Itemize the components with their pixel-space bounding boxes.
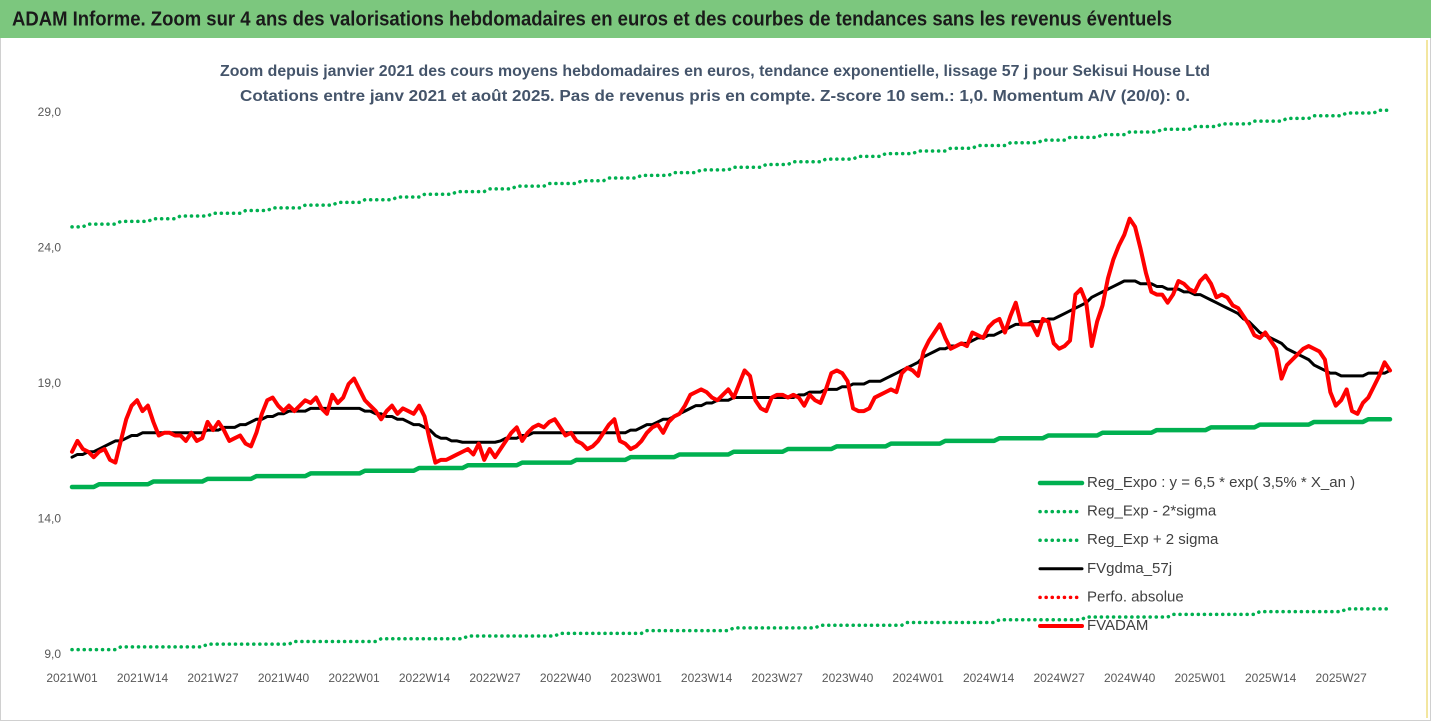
x-tick-label: 2024W14 — [963, 671, 1015, 685]
y-tick-label: 9,0 — [44, 647, 61, 661]
x-tick-label: 2021W14 — [117, 671, 169, 685]
series-line — [69, 416, 1393, 490]
x-tick-label: 2021W40 — [258, 671, 310, 685]
x-tick-label: 2023W14 — [681, 671, 733, 685]
x-tick-label: 2025W01 — [1174, 671, 1226, 685]
series-line — [70, 108, 1392, 229]
y-tick-label: 29,0 — [38, 105, 62, 119]
legend-label: Reg_Exp + 2 sigma — [1087, 531, 1219, 548]
x-tick-label: 2022W01 — [328, 671, 380, 685]
legend-label: FVgdma_57j — [1087, 560, 1172, 577]
y-tick-label: 14,0 — [38, 512, 62, 526]
x-tick-label: 2023W01 — [610, 671, 662, 685]
chart-subtitle: Cotations entre janv 2021 et août 2025. … — [240, 88, 1190, 105]
series-line — [70, 216, 1392, 465]
x-tick-label: 2024W27 — [1033, 671, 1085, 685]
x-tick-label: 2022W14 — [399, 671, 451, 685]
x-tick-label: 2022W27 — [469, 671, 521, 685]
y-tick-label: 24,0 — [38, 241, 62, 255]
x-tick-label: 2021W27 — [187, 671, 239, 685]
chart-title: Zoom depuis janvier 2021 des cours moyen… — [220, 63, 1210, 80]
x-tick-label: 2023W27 — [751, 671, 803, 685]
legend-label: Perfo. absolue — [1087, 588, 1184, 605]
x-tick-label: 2022W40 — [540, 671, 592, 685]
x-tick-label: 2025W27 — [1315, 671, 1367, 685]
series-line — [70, 607, 1392, 652]
header-title: ADAM Informe. Zoom sur 4 ans des valoris… — [12, 8, 1172, 30]
x-tick-label: 2025W14 — [1245, 671, 1297, 685]
x-tick-label: 2024W40 — [1104, 671, 1156, 685]
legend-label: Reg_Expo : y = 6,5 * exp( 3,5% * X_an ) — [1087, 474, 1355, 491]
x-tick-label: 2023W40 — [822, 671, 874, 685]
header-band — [0, 0, 1431, 38]
legend-label: Reg_Exp - 2*sigma — [1087, 503, 1217, 520]
x-tick-label: 2024W01 — [892, 671, 944, 685]
x-tick-label: 2021W01 — [46, 671, 98, 685]
legend-label: FVADAM — [1087, 617, 1148, 634]
y-tick-label: 19,0 — [38, 376, 62, 390]
